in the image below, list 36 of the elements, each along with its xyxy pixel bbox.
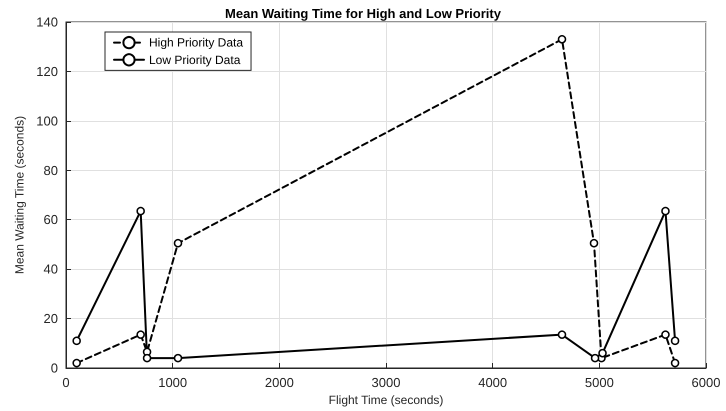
x-tick-label: 1000: [158, 375, 188, 390]
y-tick-label: 20: [44, 311, 58, 326]
legend-label: High Priority Data: [149, 36, 244, 50]
point: [661, 206, 670, 216]
x-tick-label: 2000: [264, 375, 294, 390]
point: [558, 35, 566, 44]
y-tick-label: 140: [36, 14, 58, 30]
x-tick-label: 4000: [478, 375, 508, 390]
point: [136, 206, 145, 216]
point: [670, 358, 680, 368]
point: [174, 354, 182, 362]
point: [72, 336, 81, 346]
point: [661, 330, 670, 339]
x-tick-label: 0: [62, 375, 70, 390]
point: [558, 330, 566, 339]
x-axis-title: Flight Time (seconds): [328, 392, 444, 407]
point: [136, 330, 145, 339]
legend-label: Low Priority Data: [149, 52, 241, 67]
point: [72, 358, 81, 368]
x-tick-label: 6000: [692, 375, 720, 390]
y-tick-label: 60: [44, 212, 58, 228]
y-tick-label: 0: [50, 360, 58, 376]
y-tick-label: 80: [44, 162, 58, 178]
x-tick-label: 3000: [372, 375, 400, 390]
point: [174, 238, 182, 248]
point: [590, 238, 598, 248]
point: [142, 354, 152, 362]
y-tick-label: 120: [36, 64, 58, 79]
chart-title: Mean Waiting Time for High and Low Priority: [225, 6, 502, 21]
x-tick-label: 5000: [584, 375, 614, 390]
y-tick-label: 100: [36, 113, 58, 128]
y-axis-title: Mean Waiting Time (seconds): [12, 116, 26, 274]
y-tick-label: 40: [44, 262, 58, 277]
point: [670, 336, 680, 346]
point: [598, 348, 607, 358]
point: [590, 354, 600, 362]
